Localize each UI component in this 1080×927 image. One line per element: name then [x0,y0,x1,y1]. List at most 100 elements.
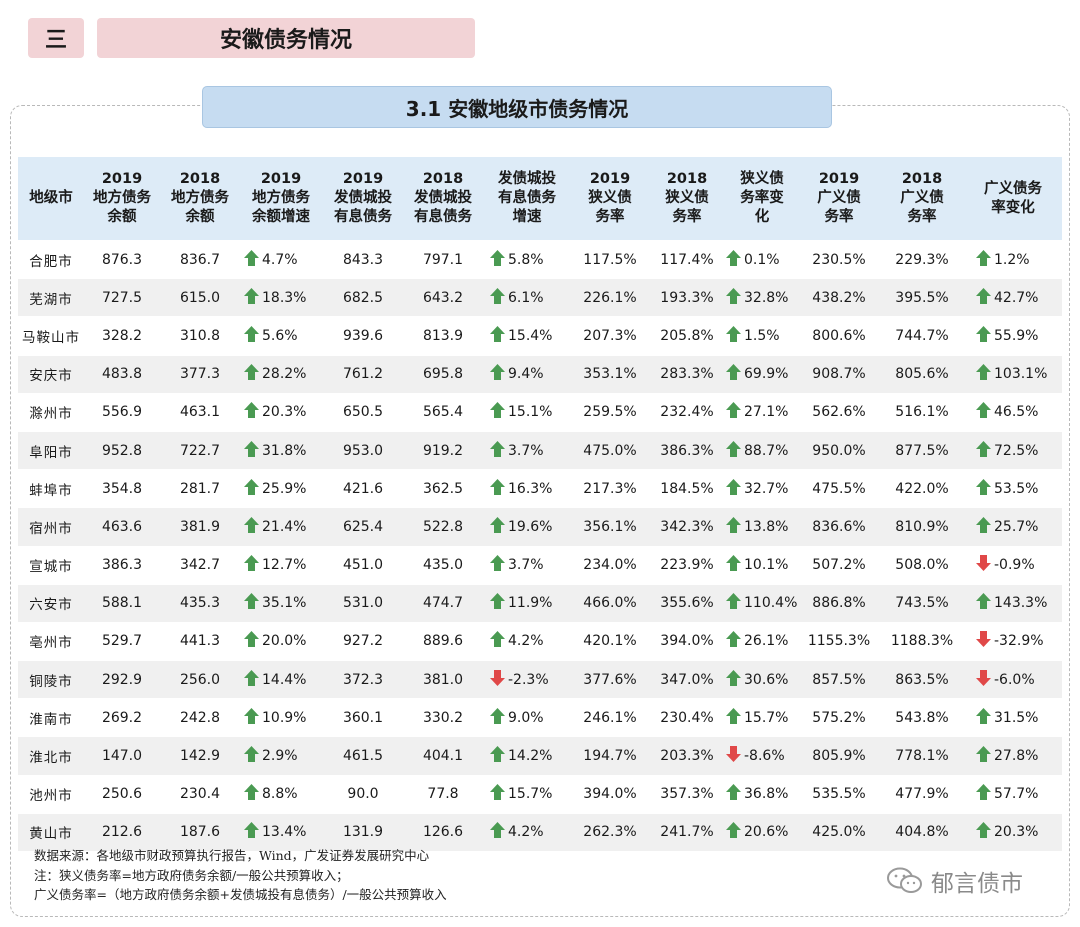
change-value: 1.5% [744,327,780,344]
arrow-up-icon [490,478,505,499]
change-cell: 12.7% [240,545,322,585]
change-value: 16.3% [508,480,553,497]
section-number: 三 [28,18,84,58]
value-cell: 507.2% [798,545,880,585]
column-header-line: 广义债 [900,190,944,206]
table-row: 宣城市 386.3 342.7 12.7% 451.0 435.0 3.7% 234.0% 22… [18,545,1062,585]
column-header-line: 地方债务 [252,190,310,206]
value-cell: 800.6% [798,316,880,356]
arrow-up-icon [244,631,259,651]
change-cell: 42.7% [964,278,1062,317]
value-cell: 952.8 [84,430,160,470]
value-cell: 126.6 [404,812,482,851]
change-cell: 25.9% [240,469,322,508]
table-body: 合肥市 876.3 836.7 4.7% 843.3 797.1 5.8% 117.5% 117… [18,239,1062,851]
change-cell: 10.9% [240,698,322,737]
value-cell: 565.4 [404,392,482,432]
change-cell: 15.1% [482,392,572,432]
city-cell: 芜湖市 [18,278,84,317]
column-header-line: 地方债务 [93,190,151,206]
change-cell: 20.0% [240,621,322,661]
arrow-up-icon [490,440,505,461]
value-cell: 575.2% [798,698,880,737]
change-cell: 14.4% [240,660,322,699]
value-cell: 508.0% [880,545,964,585]
change-value: 15.7% [744,709,789,726]
arrow-up-icon [726,287,741,308]
change-cell: 21.4% [240,507,322,546]
table-row: 黄山市 212.6 187.6 13.4% 131.9 126.6 4.2% 262.3% 24… [18,812,1062,851]
change-cell: 15.7% [726,698,798,737]
value-cell: 463.1 [160,392,240,432]
change-cell: 31.8% [240,430,322,470]
value-cell: 269.2 [84,698,160,737]
column-header: 地级市 [18,157,84,241]
change-cell: 26.1% [726,621,798,661]
arrow-up-icon [244,822,259,842]
change-cell: 11.9% [482,583,572,623]
column-header-line: 狭义债 [588,190,632,206]
arrow-up-icon [976,364,991,384]
column-header-line: 2019 [818,171,860,187]
value-cell: 90.0 [322,774,404,814]
arrow-up-icon [490,822,505,842]
arrow-up-icon [726,402,741,422]
value-cell: 310.8 [160,316,240,356]
value-cell: 246.1% [572,698,648,737]
value-cell: 863.5% [880,660,964,699]
change-value: 69.9% [744,366,789,383]
column-header: 2018 狭义债 务率 [648,157,726,241]
table-row: 安庆市 483.8 377.3 28.2% 761.2 695.8 9.4% 353.1% 28… [18,354,1062,394]
change-value: 8.8% [262,786,298,803]
column-header: 2019 地方债务 余额增速 [240,157,322,241]
change-cell: 32.8% [726,278,798,317]
value-cell: 877.5% [880,430,964,470]
value-cell: 394.0% [572,774,648,814]
column-header-line: 发债城投 [334,190,392,206]
change-cell: 19.6% [482,507,572,546]
value-cell: 372.3 [322,660,404,699]
change-cell: 110.4% [726,583,798,623]
value-cell: 836.6% [798,507,880,546]
city-cell: 宣城市 [18,545,84,585]
change-value: 57.7% [994,786,1039,803]
value-cell: 805.6% [880,354,964,394]
change-value: 88.7% [744,442,789,459]
arrow-up-icon [976,746,991,766]
change-value: 35.1% [262,595,307,612]
value-cell: 743.5% [880,583,964,623]
source-note: 数据来源：各地级市财政预算执行报告，Wind，广发证券发展研究中心 [34,848,430,863]
arrow-up-icon [726,593,741,613]
column-header-line: 地方债务 [171,190,229,206]
value-cell: 810.9% [880,507,964,546]
arrow-up-icon [726,364,741,384]
value-cell: 357.3% [648,774,726,814]
arrow-up-icon [490,631,505,651]
change-cell: 55.9% [964,316,1062,356]
value-cell: 212.6 [84,812,160,851]
value-cell: 187.6 [160,812,240,851]
arrow-up-icon [726,784,741,804]
arrow-up-icon [244,784,259,804]
table-row: 铜陵市 292.9 256.0 14.4% 372.3 381.0 -2.3% 377.6% 3… [18,660,1062,699]
value-cell: 330.2 [404,698,482,737]
change-value: 42.7% [994,289,1039,306]
value-cell: 474.7 [404,583,482,623]
value-cell: 421.6 [322,469,404,508]
arrow-up-icon [244,440,259,461]
arrow-up-icon [726,325,741,346]
value-cell: 1155.3% [798,621,880,661]
change-value: 13.8% [744,518,789,535]
change-cell: 4.7% [240,239,322,279]
change-cell: 18.3% [240,278,322,317]
value-cell: 360.1 [322,698,404,737]
arrow-up-icon [726,707,741,728]
value-cell: 230.4% [648,698,726,737]
city-cell: 铜陵市 [18,660,84,699]
value-cell: 381.0 [404,660,482,699]
change-value: 4.7% [262,251,298,268]
value-cell: 241.7% [648,812,726,851]
broad-ratio-note: 广义债务率=（地方政府债务余额+发债城投有息债务）/一般公共预算收入 [34,887,447,902]
change-value: 14.4% [262,671,307,688]
wechat-icon [887,867,922,893]
